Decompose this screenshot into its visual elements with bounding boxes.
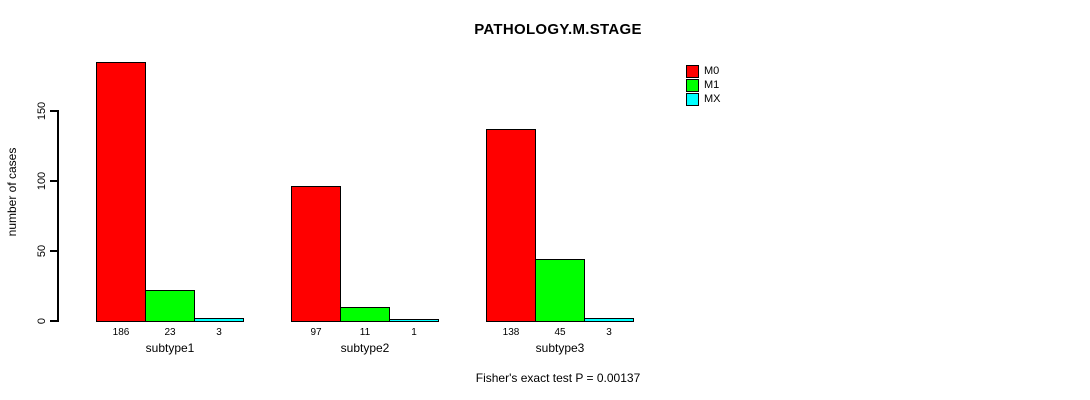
bar-value-label-m1-subtype1: 23	[164, 327, 176, 338]
category-label-subtype1: subtype1	[145, 341, 195, 355]
bar-m0-subtype1	[96, 61, 146, 322]
legend-label-m1: M1	[704, 79, 720, 91]
legend-label-mx: MX	[704, 93, 721, 105]
bar-value-label-m1-subtype2: 11	[359, 327, 371, 338]
bar-value-label-m0-subtype2: 97	[310, 327, 322, 338]
stats-annotation: Fisher's exact test P = 0.00137	[475, 371, 641, 385]
bar-m1-subtype2	[340, 306, 390, 322]
bar-value-label-m0-subtype3: 138	[502, 327, 520, 338]
bar-value-label-mx-subtype3: 3	[606, 327, 612, 338]
y-axis-line	[57, 110, 59, 322]
legend-item-m0: M0	[686, 64, 721, 78]
legend-swatch-mx	[686, 92, 699, 106]
legend-label-m0: M0	[704, 65, 720, 77]
category-label-subtype3: subtype3	[535, 341, 585, 355]
y-axis-tick-label-100: 100	[36, 171, 48, 191]
y-axis-label: number of cases	[5, 147, 19, 237]
y-axis-tick-0	[50, 320, 58, 322]
legend-item-m1: M1	[686, 78, 721, 92]
bar-m1-subtype1	[145, 289, 195, 322]
bar-mx-subtype3	[584, 317, 634, 322]
legend: M0 M1 MX	[686, 64, 721, 106]
bar-value-label-m1-subtype3: 45	[554, 327, 566, 338]
legend-swatch-m1	[686, 78, 699, 92]
bar-mx-subtype1	[194, 317, 244, 322]
legend-item-mx: MX	[686, 92, 721, 106]
bar-m0-subtype3	[486, 128, 536, 322]
bar-value-label-mx-subtype2: 1	[411, 327, 417, 338]
bar-m0-subtype2	[291, 186, 341, 322]
y-axis-tick-150	[50, 110, 58, 112]
bar-value-label-m0-subtype1: 186	[112, 327, 130, 338]
legend-swatch-m0	[686, 64, 699, 78]
y-axis-tick-100	[50, 180, 58, 182]
category-label-subtype2: subtype2	[340, 341, 390, 355]
y-axis-tick-label-150: 150	[36, 101, 48, 121]
y-axis-tick-label-0: 0	[36, 317, 48, 325]
y-axis-tick-50	[50, 250, 58, 252]
bar-m1-subtype3	[535, 259, 585, 322]
bar-value-label-mx-subtype1: 3	[216, 327, 222, 338]
chart-title: PATHOLOGY.M.STAGE	[474, 21, 642, 38]
y-axis-tick-label-50: 50	[36, 244, 48, 258]
bar-mx-subtype2	[389, 319, 439, 322]
